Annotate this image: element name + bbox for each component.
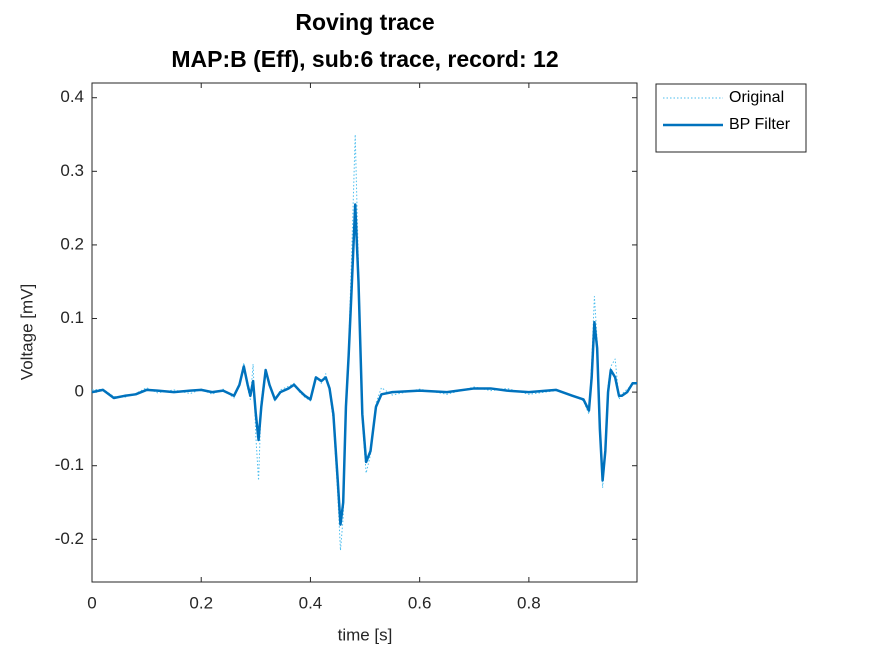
x-tick-label: 0.8 bbox=[517, 593, 541, 612]
y-tick-label: -0.1 bbox=[55, 455, 84, 474]
x-tick-label: 0.6 bbox=[408, 593, 432, 612]
y-tick-label: 0.1 bbox=[60, 308, 84, 327]
legend-box bbox=[655, 83, 807, 153]
y-tick-label: -0.2 bbox=[55, 529, 84, 548]
series-line bbox=[91, 203, 637, 526]
x-tick-label: 0 bbox=[87, 593, 96, 612]
y-axis-label: Voltage [mV] bbox=[17, 284, 36, 380]
chart-title: Roving trace bbox=[295, 9, 434, 35]
x-tick-label: 0.2 bbox=[189, 593, 213, 612]
x-tick-label: 0.4 bbox=[299, 593, 323, 612]
plot-frame bbox=[91, 82, 638, 583]
series-line bbox=[91, 134, 638, 551]
chart-subtitle: MAP:B (Eff), sub:6 trace, record: 12 bbox=[171, 46, 558, 72]
y-tick-label: 0.2 bbox=[60, 234, 84, 253]
y-tick-label: 0.4 bbox=[60, 87, 84, 106]
y-tick-label: 0 bbox=[75, 382, 84, 401]
legend-label: Original bbox=[729, 89, 784, 106]
y-tick-label: 0.3 bbox=[60, 161, 84, 180]
legend-label: BP Filter bbox=[729, 116, 791, 133]
x-axis-label: time [s] bbox=[338, 625, 393, 644]
